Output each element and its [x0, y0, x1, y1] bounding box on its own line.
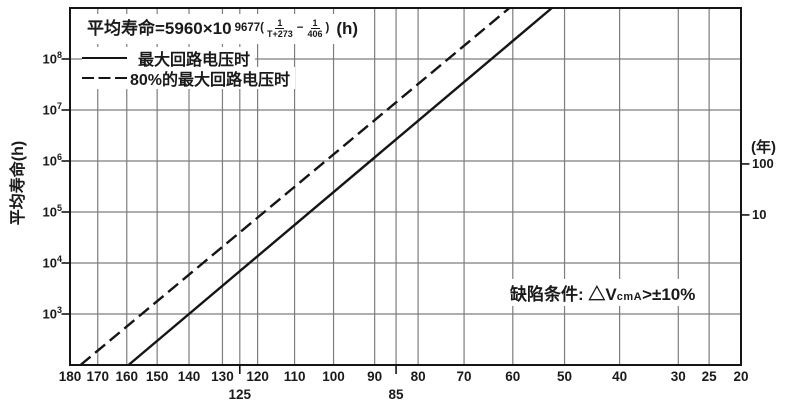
- x-tick-label: 130: [211, 369, 234, 384]
- x-subtick-label: 125: [228, 387, 252, 402]
- x-tick-label: 60: [505, 369, 521, 384]
- x-tick-label: 110: [283, 369, 306, 384]
- year-tick-label: 10: [752, 206, 767, 222]
- formula-minus: −: [296, 22, 304, 35]
- x-tick-label: 140: [177, 369, 201, 384]
- fraction-denominator: 406: [307, 29, 323, 40]
- legend-label-solid: 最大回路电压时: [138, 52, 251, 69]
- fraction-numerator: 1: [275, 18, 285, 30]
- failure-criteria-subscript: cmA: [616, 291, 643, 303]
- y-tick-label: 105: [42, 203, 62, 220]
- x-tick-label: 160: [115, 369, 139, 384]
- lifetime-formula: 平均寿命=5960×10 9677( 1 T+273 − 1 406 ) (h): [84, 14, 365, 44]
- y-tick-exponent: 4: [56, 254, 62, 264]
- x-tick-label: 25: [701, 369, 717, 384]
- x-tick-label: 100: [322, 369, 345, 384]
- x-subtick-label: 85: [388, 387, 404, 402]
- y-tick-label: 108: [42, 50, 62, 67]
- legend-label-dashed: 80%的最大回路电压时: [130, 72, 291, 89]
- x-tick-label: 170: [86, 369, 109, 384]
- x-tick-label: 40: [612, 369, 628, 384]
- y-tick-exponent: 8: [56, 50, 62, 60]
- x-tick-label: 30: [670, 369, 686, 384]
- solid-line-sample: [82, 56, 127, 60]
- y-tick-label: 104: [42, 254, 62, 271]
- year-tick-label: 100: [752, 155, 774, 171]
- formula-prefix: 平均寿命=5960×10: [87, 19, 232, 38]
- y-tick-label: 106: [42, 152, 62, 169]
- x-tick-label: 150: [145, 369, 169, 384]
- legend-item-dashed: 80%的最大回路电压时: [82, 67, 296, 89]
- y-tick-exponent: 3: [56, 305, 62, 315]
- x-tick-label: 50: [557, 369, 573, 384]
- formula-unit: (h): [336, 19, 359, 38]
- right-axis-label: (年): [751, 139, 776, 156]
- y-tick-exponent: 7: [56, 101, 62, 111]
- y-tick-label: 103: [42, 305, 62, 322]
- y-tick-label: 107: [42, 101, 62, 118]
- failure-criteria-note: 缺陷条件: △VcmA>±10%: [505, 279, 701, 306]
- x-tick-label: 80: [410, 369, 426, 384]
- formula-fraction-2: 1 406: [308, 18, 323, 40]
- y-tick-exponent: 6: [56, 152, 62, 162]
- dashed-line-sample: [82, 76, 127, 80]
- x-tick-label: 90: [367, 369, 383, 384]
- y-tick-exponent: 5: [56, 203, 62, 213]
- series-line-dashed: [79, 7, 511, 366]
- fraction-denominator: T+273: [267, 29, 293, 40]
- x-tick-label: 70: [456, 369, 472, 384]
- series-line-solid: [127, 7, 553, 366]
- formula-exp-suffix: ): [325, 22, 330, 35]
- plot-frame: [69, 7, 742, 366]
- fraction-numerator: 1: [310, 18, 320, 30]
- formula-fraction-1: 1 T+273: [267, 18, 293, 40]
- x-tick-label: 120: [246, 369, 269, 384]
- legend-item-solid: 最大回路电压时: [82, 47, 256, 69]
- x-tick-label: 180: [58, 369, 82, 384]
- failure-criteria-prefix: 缺陷条件: △V: [510, 285, 617, 304]
- x-tick-label: 20: [733, 369, 749, 384]
- failure-criteria-suffix: >±10%: [642, 285, 696, 304]
- formula-exponent: 9677( 1 T+273 − 1 406 ): [235, 18, 330, 40]
- formula-exp-prefix: 9677(: [234, 22, 265, 35]
